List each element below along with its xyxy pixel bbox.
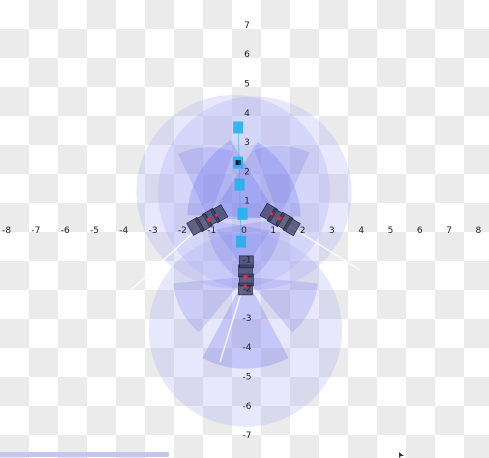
beam-separator [119, 220, 207, 301]
y-tick-label: -6 [243, 402, 252, 412]
robot-body [239, 255, 254, 269]
x-tick-label: -6 [61, 226, 70, 236]
robot-marker [243, 284, 248, 288]
robot-marker [215, 213, 219, 217]
sensor-cone [202, 276, 289, 369]
sensor-cone [173, 276, 246, 333]
x-tick-label: -8 [2, 226, 11, 236]
x-tick-label: 4 [358, 226, 364, 236]
sensor-cone [187, 140, 280, 219]
y-tick-label: -4 [243, 343, 252, 353]
x-tick-label: 0 [241, 226, 247, 236]
sensor-cone [254, 145, 310, 219]
mouse-cursor-icon [399, 452, 404, 458]
y-axis-labels: 7 6 5 4 3 2 1 -1 -2 -3 -4 -5 -6 -7 [243, 21, 252, 441]
y-tick-label: 5 [244, 80, 250, 90]
target-path [237, 124, 242, 245]
y-tick-label: 6 [244, 50, 250, 60]
y-tick-label: 4 [244, 109, 250, 119]
robot-bottom [238, 255, 254, 296]
y-tick-label: 2 [244, 167, 250, 177]
robot-marker [269, 212, 273, 216]
x-tick-label: -5 [90, 226, 99, 236]
sensor-cones [119, 140, 361, 369]
robot-marker [206, 217, 212, 222]
x-tick-label: 7 [446, 226, 452, 236]
robot-right [259, 202, 301, 237]
robot-marker [243, 274, 248, 280]
target-marker [233, 156, 244, 169]
y-tick-label: -2 [243, 285, 252, 295]
x-tick-label: -3 [149, 226, 158, 236]
robot-body [282, 217, 301, 237]
x-tick-label: -2 [178, 226, 187, 236]
y-tick-label: -5 [243, 373, 252, 383]
robots [186, 202, 301, 296]
y-tick-label: -3 [243, 314, 252, 324]
y-tick-label: -1 [243, 255, 252, 265]
sensor-cone [207, 218, 280, 278]
sensor-range-circle [148, 233, 343, 427]
y-tick-label: 1 [244, 197, 250, 207]
robot-marker [276, 216, 282, 221]
y-tick-label: 7 [244, 21, 250, 31]
x-axis-labels: -8 -7 -6 -5 -4 -3 -2 -1 0 1 2 3 4 5 6 7 8 [2, 226, 481, 236]
x-tick-label: -7 [31, 226, 40, 236]
sensor-cone [245, 276, 318, 333]
target-trail [233, 121, 248, 248]
sensor-ranges [136, 95, 352, 427]
horizontal-scrollbar-thumb[interactable] [0, 452, 169, 457]
sensor-cone [208, 219, 281, 280]
sensor-cone [178, 147, 234, 220]
x-tick-label: 1 [270, 226, 276, 236]
y-tick-label: -7 [243, 431, 252, 441]
x-tick-label: 2 [300, 226, 306, 236]
x-tick-label: -1 [207, 226, 216, 236]
x-tick-label: -4 [119, 226, 128, 236]
x-tick-label: 3 [329, 226, 335, 236]
target-marker [237, 207, 248, 220]
x-tick-label: 5 [388, 226, 394, 236]
robot-left [186, 204, 229, 236]
target-center [235, 160, 241, 166]
x-tick-label: 8 [476, 226, 482, 236]
x-tick-label: 6 [417, 226, 423, 236]
sensor-cone [208, 141, 301, 220]
sensor-range-circle [158, 96, 352, 290]
y-tick-label: 3 [244, 138, 250, 148]
robot-body [186, 216, 205, 236]
